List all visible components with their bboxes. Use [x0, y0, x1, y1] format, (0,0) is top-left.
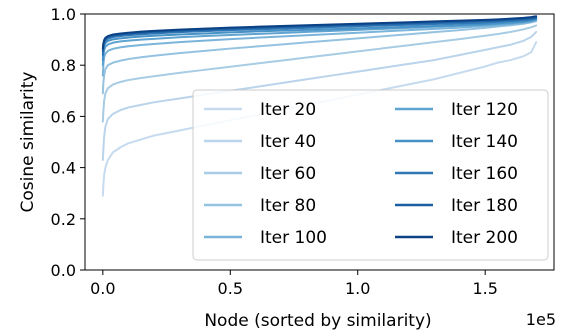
legend: Iter 20 Iter 40 Iter 60 Iter 80 Iter 100 Iter… [192, 89, 549, 261]
series-line-10 [101, 15, 538, 50]
x-tick-label: 0.5 [218, 279, 243, 298]
x-axis-label: Node (sorted by similarity) [204, 311, 431, 331]
series-line-2 [101, 30, 538, 161]
legend-label: Iter 180 [451, 196, 518, 216]
x-axis: 0.0 0.5 1.0 1.5 [90, 270, 498, 298]
y-tick-label: 0.6 [51, 107, 76, 126]
x-tick-label: 1.5 [472, 279, 497, 298]
legend-label: Iter 160 [451, 164, 518, 184]
legend-label: Iter 140 [451, 132, 518, 152]
y-axis-label: Cosine similarity [18, 72, 38, 213]
x-tick-label: 0.0 [90, 279, 115, 298]
legend-label: Iter 100 [260, 228, 327, 248]
series-line-5 [101, 19, 538, 77]
x-tick-label: 1.0 [345, 279, 370, 298]
y-tick-label: 0.2 [51, 210, 76, 229]
legend-label: Iter 80 [260, 196, 316, 216]
y-tick-label: 1.0 [51, 5, 76, 24]
legend-label: Iter 40 [260, 132, 316, 152]
legend-label: Iter 200 [451, 228, 518, 248]
legend-label: Iter 20 [260, 100, 316, 120]
legend-box [192, 89, 549, 261]
x-scale-label: 1e5 [526, 310, 556, 329]
series-line-3 [101, 24, 538, 123]
y-tick-label: 0.0 [51, 261, 76, 280]
y-tick-label: 0.4 [51, 159, 76, 178]
series-line-8 [101, 17, 538, 56]
series-layer [101, 15, 538, 197]
legend-label: Iter 60 [260, 164, 316, 184]
series-line-7 [101, 18, 538, 62]
y-axis: 0.0 0.2 0.4 0.6 0.8 1.0 [51, 5, 85, 280]
y-tick-label: 0.8 [51, 56, 76, 75]
legend-label: Iter 120 [451, 100, 518, 120]
series-line-4 [101, 20, 538, 95]
plot-frame [84, 13, 555, 271]
